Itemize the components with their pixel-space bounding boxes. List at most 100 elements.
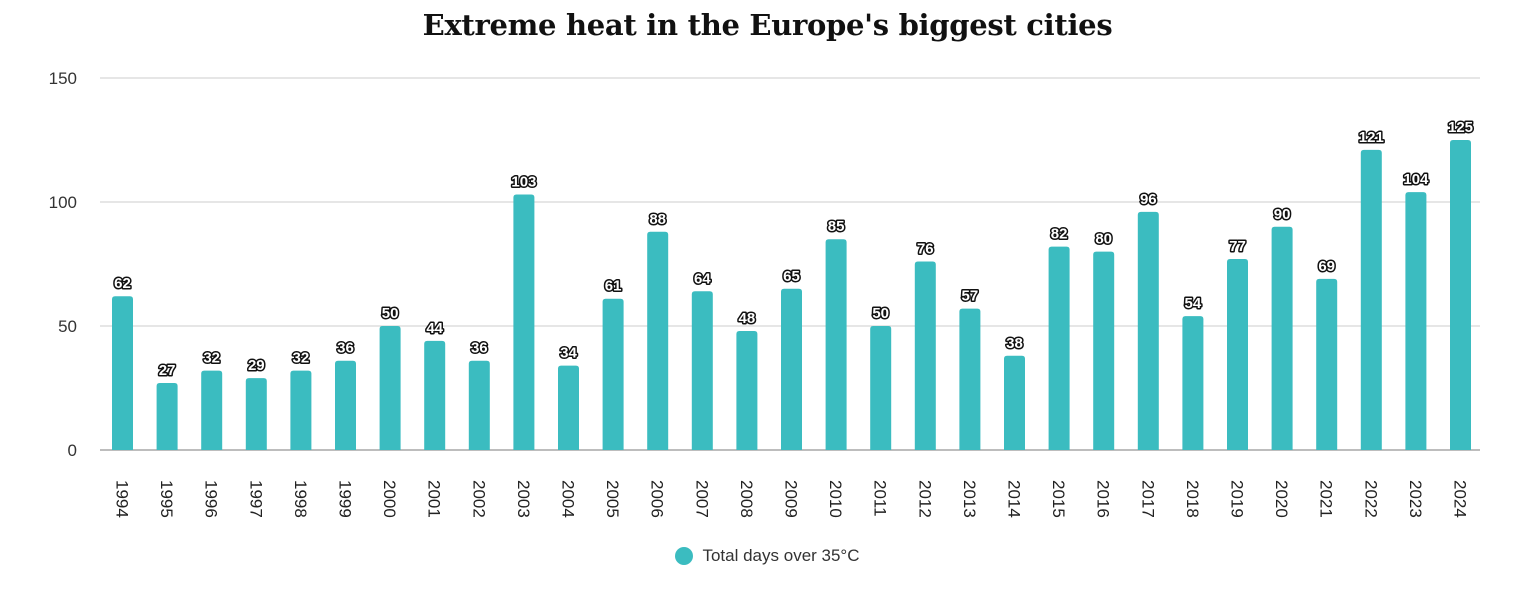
data-label: 48 [739,310,756,327]
data-label: 65 [783,268,800,285]
data-label: 50 [382,305,399,322]
bar [1048,246,1070,450]
x-tick-label: 2000 [380,480,399,518]
y-tick-label: 100 [49,193,77,212]
data-label: 90 [1274,206,1291,223]
bar [245,378,267,450]
chart-title: Extreme heat in the Europe's biggest cit… [422,8,1113,42]
x-tick-label: 1999 [336,480,355,518]
x-tick-label: 2006 [648,480,667,518]
data-label: 85 [828,218,845,235]
bar [1360,149,1382,451]
x-tick-label: 2022 [1361,480,1380,518]
data-label: 88 [649,211,666,228]
x-tick-label: 2013 [960,480,979,518]
data-label: 69 [1318,258,1335,275]
x-tick-label: 2024 [1451,480,1470,518]
bar [1137,211,1159,450]
x-tick-label: 2003 [514,480,533,518]
data-label: 82 [1051,226,1068,243]
bar [558,365,579,450]
x-tick-label: 2023 [1406,480,1425,518]
data-label: 103 [511,174,536,191]
x-tick-label: 2001 [425,480,444,518]
bar [201,370,223,450]
data-label: 121 [1359,129,1384,146]
data-label: 38 [1006,335,1023,352]
data-label: 64 [694,270,711,287]
bar [825,239,847,450]
x-tick-label: 2018 [1183,480,1202,518]
data-label: 54 [1185,295,1202,312]
x-tick-label: 2019 [1228,480,1247,518]
bar [156,383,178,450]
data-label: 36 [337,340,354,357]
data-label: 50 [872,305,889,322]
x-tick-label: 2008 [737,480,756,518]
bar-chart: 0 50 100 150 62 27 32 29 32 36 50 44 36 103 34 61 88 64 4… [49,69,1480,518]
x-tick-label: 2014 [1005,480,1024,518]
x-tick-label: 2009 [782,480,801,518]
bar [1405,192,1427,450]
bar [870,326,892,450]
data-label: 76 [917,241,934,258]
data-labels: 62 27 32 29 32 36 50 44 36 103 34 61 88 64 48 65 85 50 76 5… [113,118,1475,381]
data-label: 27 [159,362,176,379]
x-tick-label: 2017 [1138,480,1157,518]
bar [781,288,802,450]
x-tick-label: 2002 [469,480,488,518]
x-tick-label: 2004 [559,480,578,518]
bar [1450,140,1471,450]
bar [513,194,535,450]
x-tick-label: 2020 [1272,480,1291,518]
bar [647,231,669,450]
bar [1271,226,1293,450]
bar [1316,278,1338,450]
x-tick-label: 2005 [603,480,622,518]
x-tick-label: 1997 [246,480,265,518]
data-label: 61 [605,278,622,295]
x-tick-label: 2021 [1317,480,1336,518]
x-tick-label: 2007 [692,480,711,518]
x-tick-label: 1996 [202,480,221,518]
y-tick-label: 0 [68,441,77,460]
x-axis-ticks: 1994 1995 1996 1997 1998 1999 2000 2001 2002 2003… [113,480,1470,518]
y-tick-label: 150 [49,69,77,88]
x-tick-label: 2016 [1094,480,1113,518]
bar [290,370,312,450]
legend[interactable]: Total days over 35°C [0,546,1535,566]
bar [1004,355,1025,450]
data-label: 32 [293,350,310,367]
y-tick-label: 50 [58,317,77,336]
x-tick-label: 1995 [157,480,176,518]
x-tick-label: 2010 [826,480,845,518]
legend-marker-icon [675,547,694,565]
legend-label: Total days over 35°C [702,546,860,565]
bar [959,308,981,450]
bar [379,326,401,450]
bar [691,291,713,450]
bar [335,360,356,450]
data-label: 62 [114,275,131,292]
bar [424,340,446,450]
x-tick-label: 1998 [291,480,310,518]
data-label: 77 [1229,238,1246,255]
y-axis-ticks: 0 50 100 150 [49,69,77,460]
data-label: 125 [1448,119,1473,136]
bar [1093,251,1115,450]
data-label: 32 [203,350,220,367]
x-tick-label: 1994 [113,480,132,518]
bar [736,330,758,450]
data-label: 96 [1140,191,1157,208]
data-label: 29 [248,357,265,374]
bar [468,360,490,450]
x-tick-label: 2015 [1049,480,1068,518]
bar [1182,316,1204,450]
bars [112,140,1471,451]
x-tick-label: 2012 [915,480,934,518]
bar [112,296,133,450]
bar [914,261,936,450]
data-label: 36 [471,340,488,357]
bar [602,298,624,450]
data-label: 104 [1403,171,1429,188]
